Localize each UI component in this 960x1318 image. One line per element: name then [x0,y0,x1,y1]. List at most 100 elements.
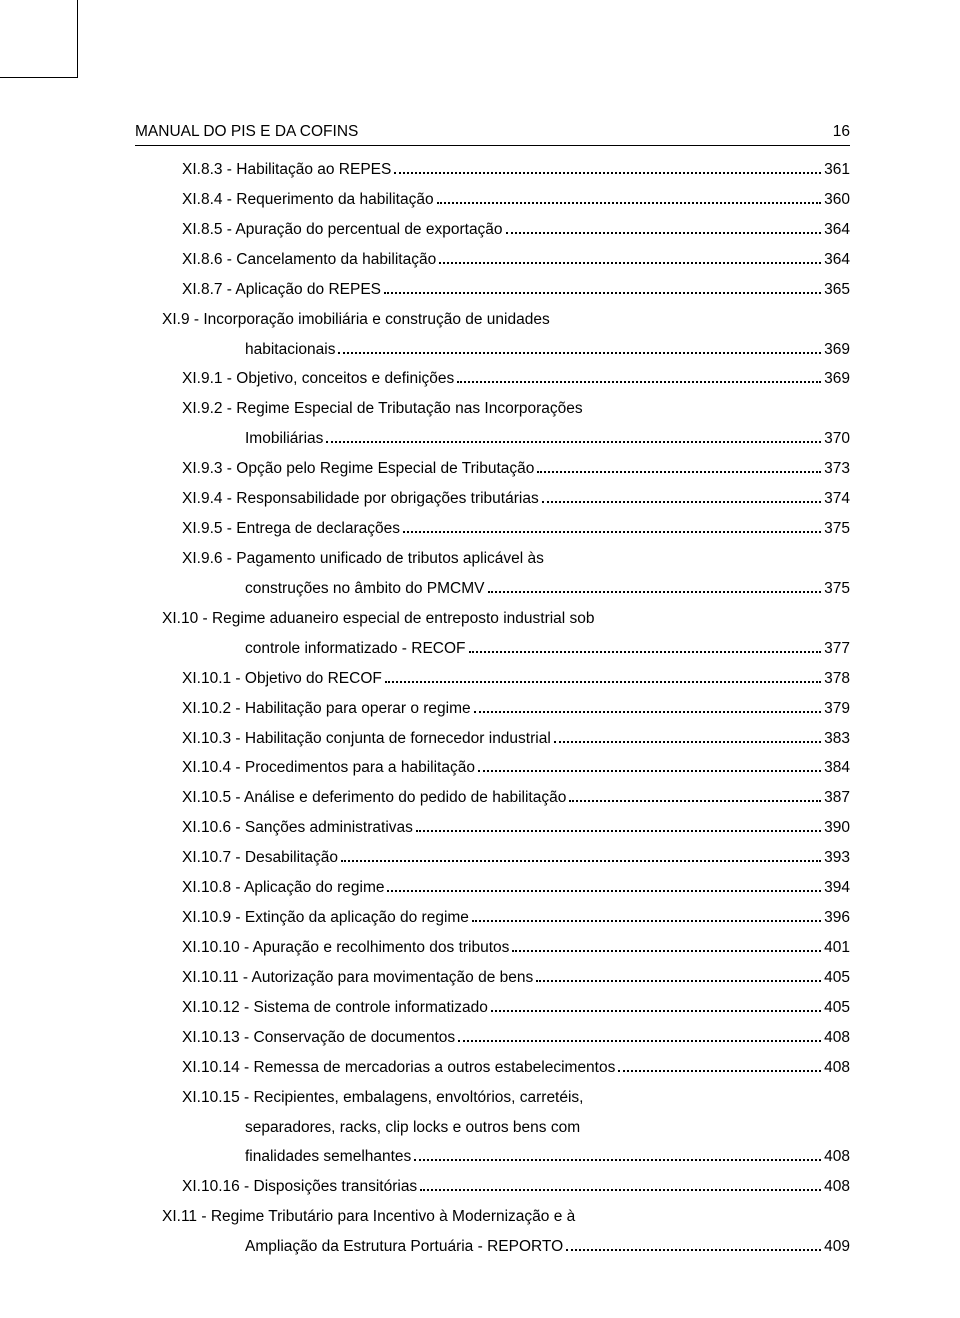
toc-page-number: 408 [824,1177,850,1198]
toc-page-number: 409 [824,1237,850,1258]
toc-dots [437,190,822,204]
toc-entry: XI.10.15 - Recipientes, embalagens, envo… [135,1088,850,1109]
toc-dots [384,280,821,294]
toc-page-number: 375 [824,579,850,600]
toc-label: XI.10.12 - Sistema de controle informati… [182,998,488,1019]
toc-entry: XI.9 - Incorporação imobiliária e constr… [135,310,850,331]
toc-entry: XI.10.14 - Remessa de mercadorias a outr… [135,1058,850,1079]
toc-page-number: 393 [824,848,850,869]
toc-page-number: 378 [824,669,850,690]
toc-label: XI.9.4 - Responsabilidade por obrigações… [182,489,539,510]
toc-entry-continuation: Imobiliárias 370 [135,429,850,450]
toc-page-number: 401 [824,938,850,959]
toc-label-continuation: Imobiliárias [245,429,323,450]
toc-dots [542,489,821,503]
toc-entry: XI.10.3 - Habilitação conjunta de fornec… [135,729,850,750]
toc-entry-continuation: separadores, racks, clip locks e outros … [135,1118,850,1139]
toc-label: XI.10.14 - Remessa de mercadorias a outr… [182,1058,615,1079]
toc-label: XI.10.13 - Conservação de documentos [182,1028,455,1049]
toc-entry: XI.10.12 - Sistema de controle informati… [135,998,850,1019]
toc-dots [458,1028,821,1042]
toc-entry: XI.9.4 - Responsabilidade por obrigações… [135,489,850,510]
toc-entry: XI.9.5 - Entrega de declarações 375 [135,519,850,540]
toc-dots [478,759,821,773]
toc-entry-continuation: finalidades semelhantes 408 [135,1147,850,1168]
toc-label: XI.10.10 - Apuração e recolhimento dos t… [182,938,509,959]
toc-label: XI.10.6 - Sanções administrativas [182,818,413,839]
toc-entry: XI.10 - Regime aduaneiro especial de ent… [135,609,850,630]
toc-entry: XI.8.6 - Cancelamento da habilitação364 [135,250,850,271]
toc-label-continuation: finalidades semelhantes [245,1147,411,1168]
toc-label: XI.8.5 - Apuração do percentual de expor… [182,220,503,241]
toc-label: XI.10.9 - Extinção da aplicação do regim… [182,908,469,929]
toc-entry-continuation: construções no âmbito do PMCMV 375 [135,579,850,600]
toc-label-continuation: habitacionais [245,340,335,361]
toc-dots [491,998,821,1012]
toc-label: XI.9.3 - Opção pelo Regime Especial de T… [182,459,534,480]
toc-label: XI.10.1 - Objetivo do RECOF [182,669,382,690]
toc-dots [569,788,821,802]
toc-entry: XI.10.4 - Procedimentos para a habilitaç… [135,758,850,779]
toc-entry-continuation: Ampliação da Estrutura Portuária - REPOR… [135,1237,850,1258]
toc-label: XI.10.7 - Desabilitação [182,848,338,869]
toc-entry: XI.9.6 - Pagamento unificado de tributos… [135,549,850,570]
toc-label: XI.9.6 - Pagamento unificado de tributos… [182,549,544,570]
toc-page-number: 364 [824,250,850,271]
toc-label-continuation: separadores, racks, clip locks e outros … [245,1118,580,1139]
toc-label: XI.10.11 - Autorização para movimentação… [182,968,533,989]
toc-dots [420,1177,821,1191]
toc-dots [385,669,821,683]
toc-dots [416,818,821,832]
toc-label: XI.9 - Incorporação imobiliária e constr… [162,310,550,331]
toc-entry: XI.8.4 - Requerimento da habilitação 360 [135,190,850,211]
toc-dots [506,220,822,234]
toc-dots [403,519,821,533]
toc-label-continuation: controle informatizado - RECOF [245,639,466,660]
toc-page-number: 361 [824,160,850,181]
toc-entry: XI.8.7 - Aplicação do REPES 365 [135,280,850,301]
toc-label: XI.11 - Regime Tributário para Incentivo… [162,1207,575,1228]
toc-entry: XI.10.13 - Conservação de documentos 408 [135,1028,850,1049]
toc-page-number: 408 [824,1028,850,1049]
toc-label: XI.10.5 - Análise e deferimento do pedid… [182,788,566,809]
toc-label: XI.10.16 - Disposições transitórias [182,1177,417,1198]
header-title: MANUAL DO PIS E DA COFINS [135,123,358,141]
toc-label: XI.8.3 - Habilitação ao REPES [182,160,391,181]
toc-page-number: 383 [824,729,850,750]
toc-dots [338,340,821,354]
toc-page-number: 365 [824,280,850,301]
header-page-number: 16 [833,123,850,141]
toc-page-number: 375 [824,519,850,540]
toc-dots [457,370,821,384]
toc-dots [394,160,821,174]
toc-dots [618,1058,821,1072]
toc-page-number: 377 [824,639,850,660]
toc-page-number: 370 [824,429,850,450]
toc-label: XI.10.15 - Recipientes, embalagens, envo… [182,1088,584,1109]
toc-label: XI.8.7 - Aplicação do REPES [182,280,381,301]
toc-label: XI.9.5 - Entrega de declarações [182,519,400,540]
toc-label-continuation: construções no âmbito do PMCMV [245,579,485,600]
toc-page-number: 364 [824,220,850,241]
toc-entry: XI.10.10 - Apuração e recolhimento dos t… [135,938,850,959]
toc-dots [512,938,821,952]
toc-entry: XI.8.3 - Habilitação ao REPES 361 [135,160,850,181]
toc-dots [414,1147,821,1161]
toc-label: XI.10.4 - Procedimentos para a habilitaç… [182,758,475,779]
toc-entry: XI.9.1 - Objetivo, conceitos e definiçõe… [135,369,850,390]
toc-label: XI.8.4 - Requerimento da habilitação [182,190,434,211]
toc-page-number: 374 [824,489,850,510]
toc-entry: XI.9.3 - Opção pelo Regime Especial de T… [135,459,850,480]
toc-entry: XI.11 - Regime Tributário para Incentivo… [135,1207,850,1228]
page-container: { "header": { "title": "MANUAL DO PIS E … [0,0,960,1318]
toc-entry: XI.10.7 - Desabilitação 393 [135,848,850,869]
toc-label: XI.9.1 - Objetivo, conceitos e definiçõe… [182,369,454,390]
toc-entry: XI.9.2 - Regime Especial de Tributação n… [135,399,850,420]
toc-page-number: 408 [824,1147,850,1168]
toc-entry-continuation: controle informatizado - RECOF 377 [135,639,850,660]
toc-page-number: 387 [824,788,850,809]
toc-page-number: 373 [824,459,850,480]
toc-page-number: 360 [824,190,850,211]
toc-label: XI.10.8 - Aplicação do regime [182,878,384,899]
toc-label: XI.10.3 - Habilitação conjunta de fornec… [182,729,551,750]
